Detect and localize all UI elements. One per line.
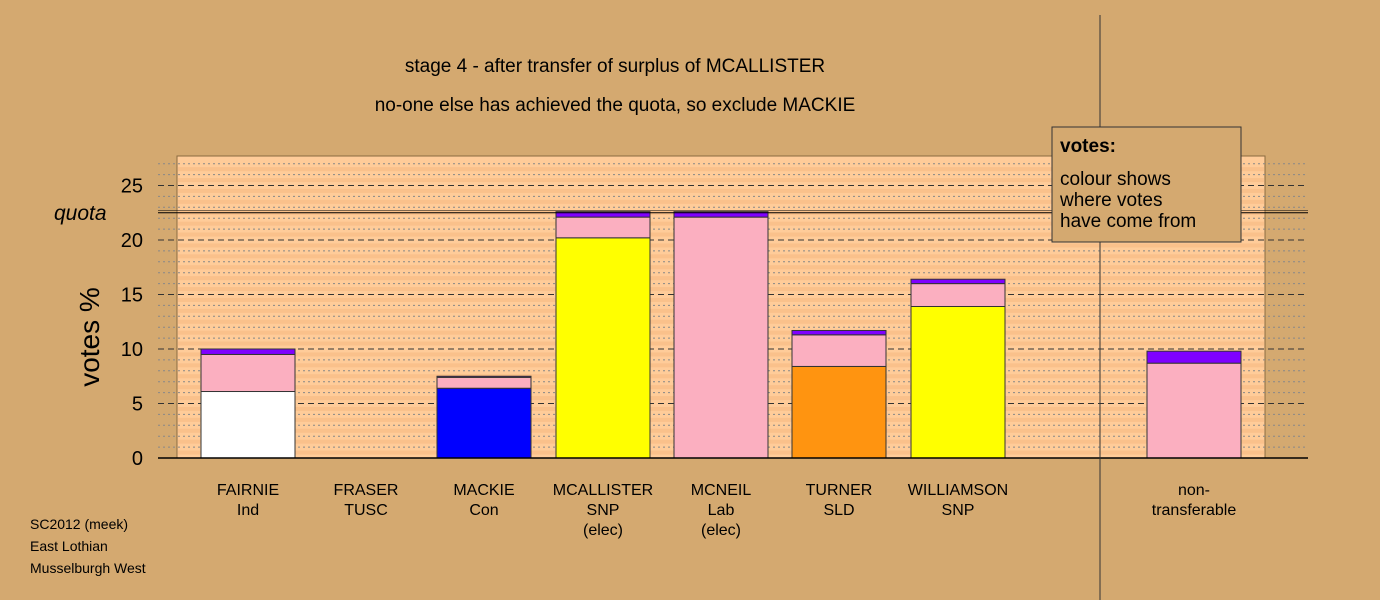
bar-non-transferable-segment-1 [1146, 362, 1242, 459]
category-label-non-transferable-1: non- [1178, 482, 1210, 499]
y-tick-label: 10 [121, 339, 143, 361]
category-label-fraser-2: TUSC [344, 502, 388, 519]
bars [200, 211, 1242, 459]
category-label-mackie-1: MACKIE [453, 482, 514, 499]
chart-title: stage 4 - after transfer of surplus of M… [405, 56, 825, 77]
y-tick-label: 15 [121, 285, 143, 307]
category-label-fairnie-2: Ind [237, 502, 259, 519]
category-label-mackie-2: Con [469, 502, 498, 519]
category-label-mcneil-3: (elec) [701, 522, 741, 539]
legend-line-2: where votes [1059, 190, 1162, 211]
category-label-mcallister-2: SNP [587, 502, 620, 519]
bar-fairnie-segment-3 [200, 348, 296, 355]
bar-mcneil-segment-2 [673, 211, 769, 218]
bar-fairnie-segment-1 [200, 391, 296, 459]
bar-non-transferable-segment-2 [1146, 350, 1242, 364]
category-label-turner-1: TURNER [806, 482, 873, 499]
bar-fairnie-segment-2 [200, 353, 296, 393]
bar-turner-segment-2 [791, 334, 887, 367]
category-label-williamson-1: WILLIAMSON [908, 482, 1008, 499]
quota-label: quota [54, 202, 107, 225]
bar-mackie-segment-1 [436, 387, 532, 459]
category-label-mcneil-1: MCNEIL [691, 482, 752, 499]
category-label-turner-2: SLD [823, 502, 854, 519]
chart-subtitle: no-one else has achieved the quota, so e… [375, 95, 856, 116]
bar-williamson-segment-2 [910, 283, 1006, 307]
bar-mcallister-segment-3 [555, 211, 651, 218]
bar-williamson-segment-1 [910, 305, 1006, 459]
y-tick-label: 20 [121, 230, 143, 252]
bar-turner-segment-3 [791, 329, 887, 336]
bar-turner-segment-1 [791, 365, 887, 459]
category-label-fraser-1: FRASER [334, 482, 399, 499]
category-label-fairnie-1: FAIRNIE [217, 482, 279, 499]
bar-mackie-segment-3 [436, 375, 532, 378]
plot-stripe [178, 188, 1264, 193]
footer-line-1: SC2012 (meek) [30, 516, 128, 532]
footer-line-3: Musselburgh West [30, 560, 146, 576]
y-tick-label: 25 [121, 176, 143, 198]
y-axis-label: votes % [74, 287, 105, 387]
category-label-mcallister-1: MCALLISTER [553, 482, 653, 499]
y-tick-labels: 0 5 10 15 20 25 [121, 176, 143, 471]
bar-mcallister-segment-2 [555, 216, 651, 239]
category-label-mcallister-3: (elec) [583, 522, 623, 539]
bar-williamson-segment-3 [910, 278, 1006, 285]
x-category-labels: FAIRNIE Ind FRASER TUSC MACKIE Con MCALLISTER S… [217, 482, 1236, 539]
y-tick-label: 0 [132, 448, 143, 470]
footer: SC2012 (meek) East Lothian Musselburgh W… [30, 516, 146, 576]
bar-mcneil-segment-1 [673, 216, 769, 459]
category-label-williamson-2: SNP [942, 502, 975, 519]
legend-line-1: colour shows [1060, 169, 1171, 190]
axes [158, 15, 1308, 600]
bar-mackie-segment-2 [436, 376, 532, 389]
legend-title: votes: [1060, 136, 1116, 157]
bar-mcallister-segment-1 [555, 237, 651, 459]
plot-stripe [178, 199, 1264, 204]
y-tick-label: 5 [132, 394, 143, 416]
category-label-non-transferable-2: transferable [1152, 502, 1237, 519]
plot-stripe [178, 167, 1264, 172]
legend-box: votes: colour shows where votes have com… [1051, 126, 1242, 243]
footer-line-2: East Lothian [30, 538, 108, 554]
category-label-mcneil-2: Lab [708, 502, 735, 519]
plot-stripe [178, 178, 1264, 183]
legend-line-3: have come from [1060, 211, 1196, 232]
